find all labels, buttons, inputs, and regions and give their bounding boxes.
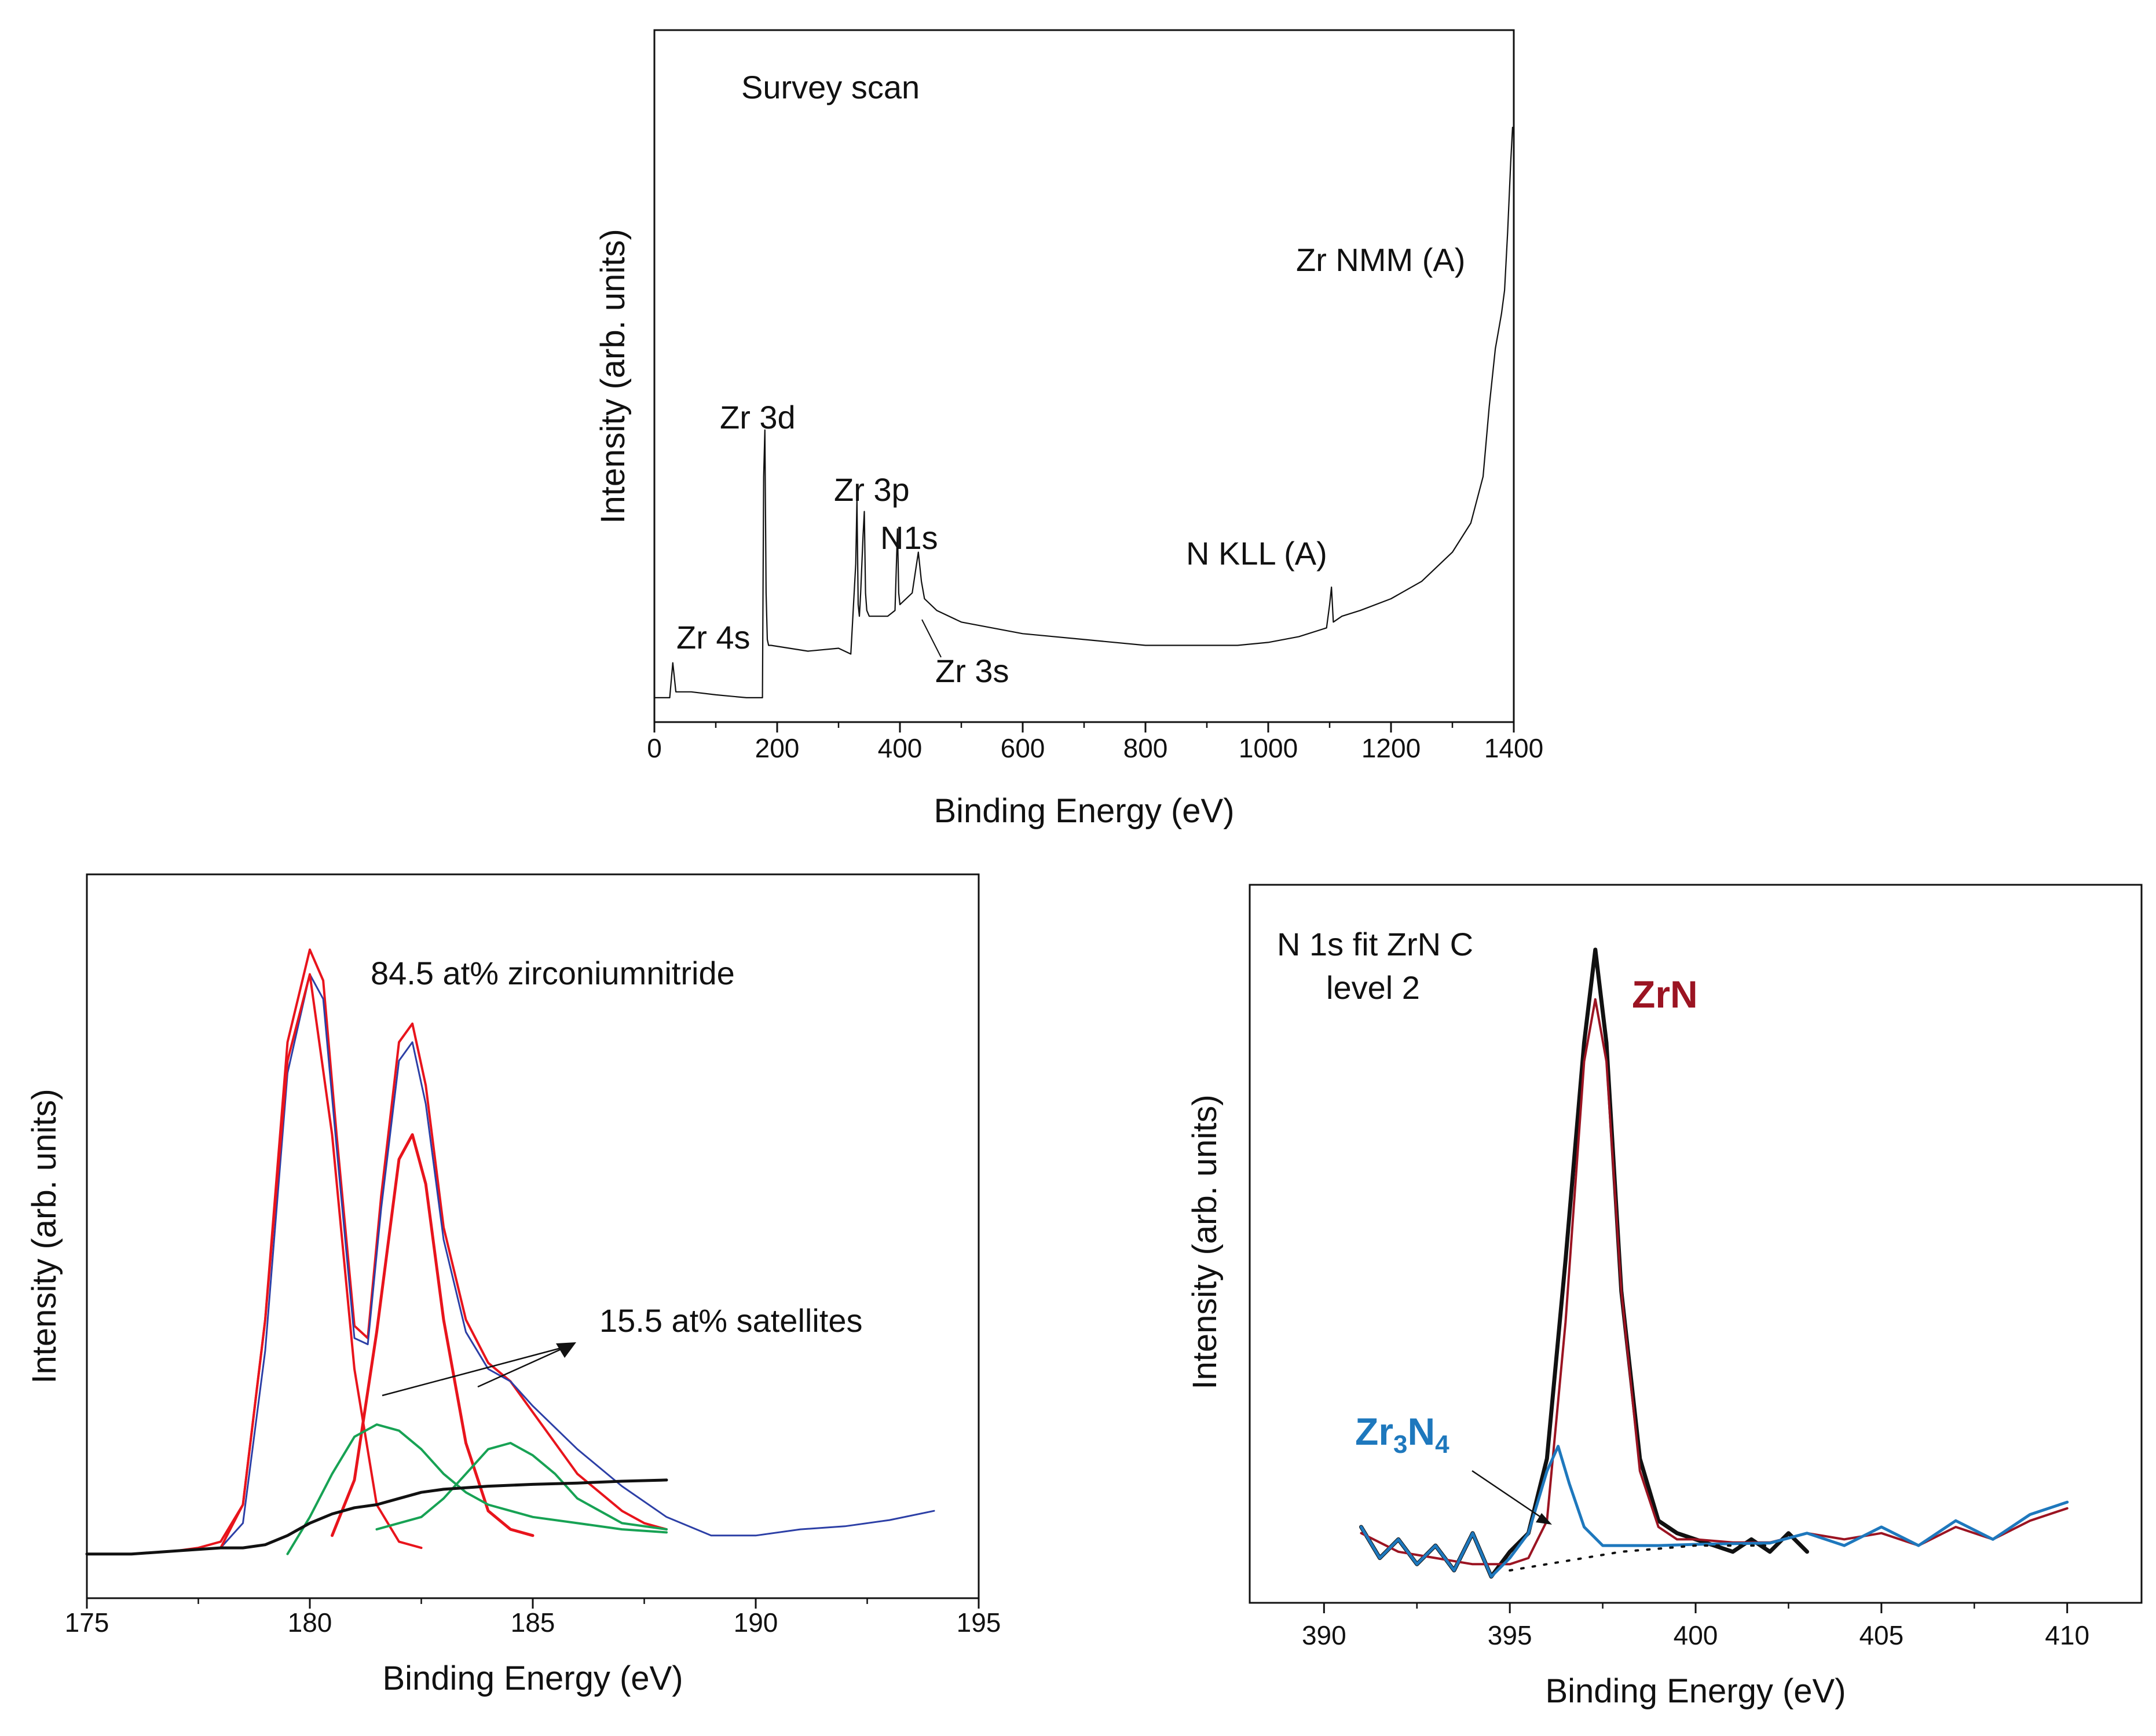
survey-tick-label: 0 — [647, 733, 662, 763]
zr3d-series-measured-red — [86, 948, 668, 1555]
survey-tick-label: 1400 — [1484, 733, 1543, 763]
survey-annotation-zr3p: Zr 3p — [834, 471, 910, 508]
n1s-series-measured-black — [1359, 947, 1809, 1579]
zr3d-panel: 175 180 185 190 195 84.5 at% zirconiumnitrid… — [25, 873, 1001, 1697]
survey-zr3s-pointer — [921, 619, 942, 658]
zr3d-tick-label: 185 — [511, 1607, 555, 1638]
survey-tick-label: 1200 — [1361, 733, 1421, 763]
survey-annotation-nkll: N KLL (A) — [1186, 535, 1327, 572]
zr3d-tick-label: 195 — [957, 1607, 1001, 1638]
zr3d-x-ticks: 175 180 185 190 195 — [65, 1598, 1001, 1638]
n1s-zr3n4-pointer — [1472, 1470, 1546, 1521]
survey-plot-frame — [653, 29, 1515, 723]
survey-annotation-zr4s: Zr 4s — [676, 619, 751, 655]
survey-title: Survey scan — [741, 69, 920, 105]
zr3d-series-fit-peak1-red — [219, 973, 423, 1550]
n1s-annotation-zr3n4: Zr3N4 — [1355, 1410, 1449, 1459]
survey-tick-label: 200 — [755, 733, 800, 763]
n1s-tick-label: 410 — [2045, 1620, 2089, 1650]
zr3d-tick-label: 190 — [734, 1607, 778, 1638]
survey-x-ticks: 0 200 400 600 800 1000 1200 1400 — [647, 722, 1543, 763]
survey-annotation-zrnmm: Zr NMM (A) — [1296, 241, 1465, 278]
survey-tick-label: 1000 — [1239, 733, 1298, 763]
zr3d-tick-label: 175 — [65, 1607, 109, 1638]
zr3d-x-axis-label: Binding Energy (eV) — [382, 1660, 683, 1697]
zr3d-satellite-arrow-2 — [477, 1345, 568, 1388]
zr3d-arrowhead — [556, 1342, 576, 1358]
zr3d-series-satellite2-green — [375, 1442, 668, 1531]
n1s-zr3n4-arrowhead — [1536, 1513, 1552, 1525]
n1s-annotation-zrn: ZrN — [1632, 973, 1698, 1016]
survey-annotation-zr3s: Zr 3s — [935, 653, 1009, 689]
zr3d-series — [85, 948, 935, 1556]
zr3d-series-fit-peak2-red — [331, 1133, 535, 1537]
n1s-title-line-2: level 2 — [1326, 969, 1420, 1006]
n1s-tick-label: 390 — [1302, 1620, 1346, 1650]
survey-tick-label: 800 — [1123, 733, 1168, 763]
n1s-tick-label: 405 — [1859, 1620, 1904, 1650]
n1s-x-ticks: 390 395 400 405 410 — [1302, 1603, 2089, 1650]
survey-y-axis-label: Intensity (arb. units) — [594, 229, 632, 523]
zr3d-series-envelope-blue — [86, 973, 935, 1555]
survey-tick-label: 400 — [878, 733, 923, 763]
survey-annotation-n1s: N1s — [880, 519, 938, 556]
n1s-tick-label: 395 — [1488, 1620, 1532, 1650]
n1s-panel: 390 395 400 405 410 N 1s fit ZrN C level 2 Z… — [1186, 884, 2143, 1710]
n1s-x-axis-label: Binding Energy (eV) — [1545, 1672, 1846, 1710]
survey-tick-label: 600 — [1001, 733, 1045, 763]
zr3d-satellite-arrow-1 — [382, 1345, 568, 1397]
n1s-series — [1359, 947, 2069, 1579]
survey-series-survey — [653, 126, 1513, 699]
n1s-series-zr3n4-blue — [1360, 1445, 2069, 1578]
zr3d-series-satellite1-green — [286, 1423, 668, 1555]
survey-panel: 0 200 400 600 800 1000 1200 1400 Survey scan Zr… — [594, 29, 1543, 830]
n1s-title-line-1: N 1s fit ZrN C — [1277, 926, 1473, 962]
survey-series — [653, 126, 1513, 699]
zr3d-y-axis-label: Intensity (arb. units) — [25, 1089, 63, 1383]
survey-annotation-zr3d: Zr 3d — [720, 399, 796, 435]
zr3d-annotation-satellites: 15.5 at% satellites — [599, 1302, 862, 1339]
n1s-tick-label: 400 — [1674, 1620, 1718, 1650]
zr3d-tick-label: 180 — [288, 1607, 332, 1638]
zr3d-series-background-black — [85, 1478, 668, 1556]
n1s-series-fit-red — [1360, 998, 2069, 1566]
n1s-y-axis-label: Intensity (arb. units) — [1186, 1094, 1224, 1389]
survey-x-axis-label: Binding Energy (eV) — [934, 792, 1234, 830]
zr3d-annotation-zirconiumnitride: 84.5 at% zirconiumnitride — [371, 955, 735, 991]
